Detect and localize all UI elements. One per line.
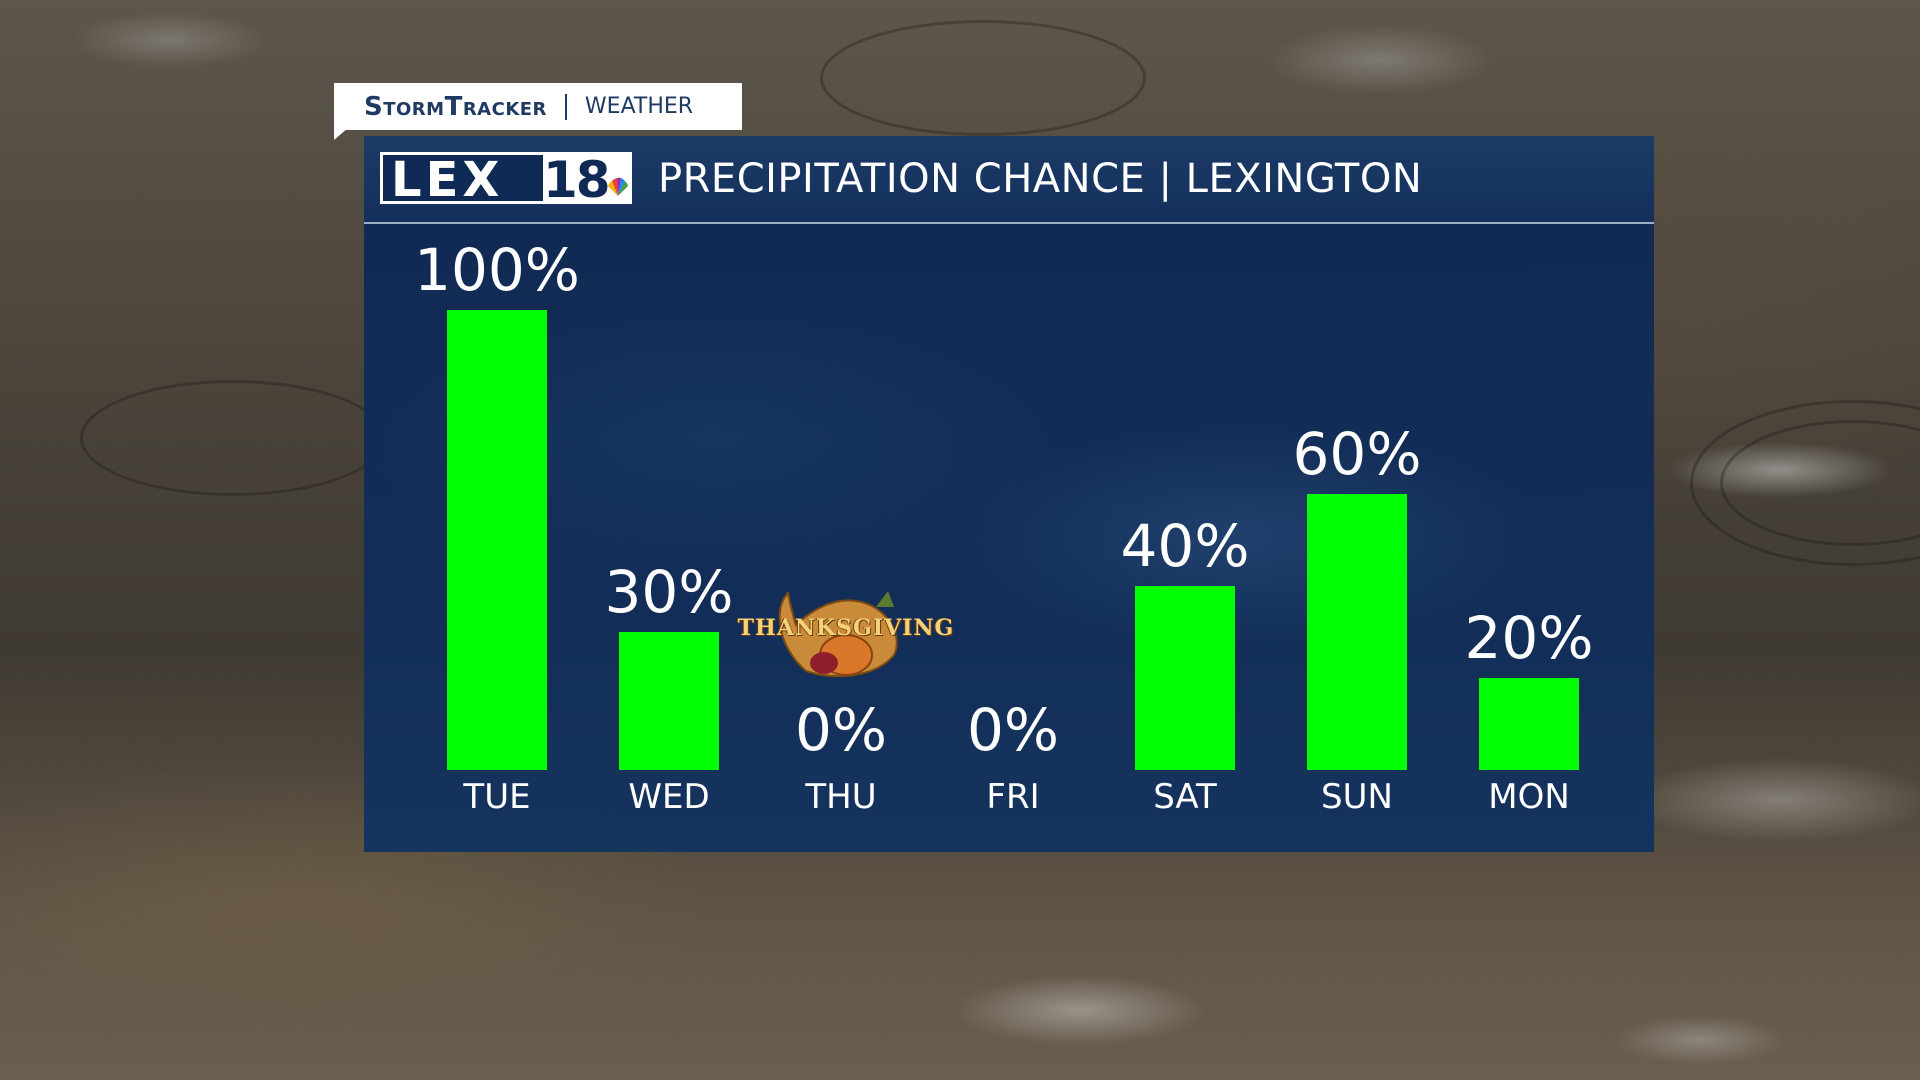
bar-sat <box>1135 586 1235 770</box>
logo-letters: LEX <box>391 152 504 208</box>
value-label-tue: 100% <box>414 236 580 304</box>
lex18-logo: LEX 18 <box>380 151 632 209</box>
tag-divider <box>564 93 567 120</box>
category-label-sun: SUN <box>1321 777 1393 817</box>
category-label-fri: FRI <box>986 777 1039 817</box>
value-label-sun: 60% <box>1293 420 1422 488</box>
logo-number-box <box>543 155 629 201</box>
bar-wed <box>619 632 719 770</box>
weather-label: WEATHER <box>584 94 694 119</box>
value-label-sat: 40% <box>1121 512 1250 580</box>
category-label-mon: MON <box>1488 777 1570 817</box>
category-label-thu: THU <box>804 777 876 817</box>
stormtracker-weather-tag: StormTracker WEATHER <box>334 83 742 130</box>
bar-sun <box>1307 494 1407 770</box>
value-label-fri: 0% <box>967 696 1059 764</box>
precipitation-bar-chart: 100% TUE 30% WED 0% THU 0% FRI 40% SAT 60% SUN 20% MO… <box>414 236 1594 817</box>
water-ripple <box>1690 400 1920 566</box>
category-label-sat: SAT <box>1153 777 1217 817</box>
water-ripple <box>80 380 386 496</box>
cornucopia-icon <box>778 590 898 678</box>
bar-mon <box>1479 678 1579 770</box>
logo-number: 18 <box>543 151 611 209</box>
value-label-wed: 30% <box>605 558 734 626</box>
bar-tue <box>447 310 547 770</box>
category-label-tue: TUE <box>462 777 530 817</box>
thanksgiving-badge: THANKSGIVING <box>726 585 966 681</box>
value-label-thu: 0% <box>795 696 887 764</box>
stormtracker-brand: StormTracker <box>364 91 547 122</box>
thanksgiving-label: THANKSGIVING <box>737 615 955 641</box>
panel-header: LEX 18 PRECIPITATION CHANCE | LEXINGTON <box>364 136 1654 224</box>
chart-panel: LEX 18 PRECIPITATION CHANCE | LEXINGTON … <box>364 136 1654 852</box>
peacock-icon <box>608 177 628 196</box>
value-label-mon: 20% <box>1465 604 1594 672</box>
chart-title: PRECIPITATION CHANCE | LEXINGTON <box>658 156 1423 202</box>
water-ripple <box>820 20 1146 136</box>
category-label-wed: WED <box>628 777 709 817</box>
tag-notch <box>334 128 348 140</box>
